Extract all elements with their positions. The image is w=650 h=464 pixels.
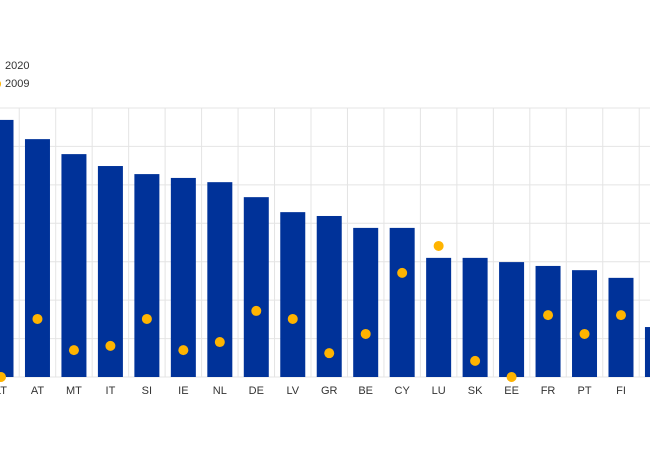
bar (61, 154, 87, 377)
dot (360, 328, 371, 339)
x-tick-label: BE (358, 385, 373, 397)
x-tick-label: PT (577, 385, 591, 397)
dot (178, 345, 189, 356)
dot (251, 305, 262, 316)
bar (572, 270, 598, 377)
dot (32, 313, 43, 324)
x-tick-label: FI (616, 385, 626, 397)
x-tick-label: LV (286, 385, 299, 397)
bar (608, 277, 634, 377)
bar (389, 227, 415, 377)
x-tick-label: AT (31, 385, 45, 397)
x-tick-label: LU (432, 385, 446, 397)
legend-label: 2020 (5, 60, 29, 72)
bar (243, 197, 269, 377)
bar (353, 227, 379, 377)
bar (644, 327, 650, 377)
x-tick-label: IE (178, 385, 188, 397)
x-tick-label: MT (66, 385, 82, 397)
bar (280, 212, 306, 377)
x-tick-label: NL (213, 385, 227, 397)
dot (470, 355, 481, 366)
x-tick-label: SK (468, 385, 483, 397)
dot (214, 337, 225, 348)
legend-marker (0, 81, 1, 87)
bar (134, 174, 160, 377)
dot (506, 372, 517, 382)
bar (24, 139, 50, 377)
dot (543, 310, 554, 321)
dot (397, 267, 408, 278)
bar (499, 262, 525, 377)
dot (287, 313, 298, 324)
bar (207, 182, 233, 377)
x-tick-label: SI (142, 385, 152, 397)
dot (141, 313, 152, 324)
x-tick-label: GR (321, 385, 338, 397)
x-tick-label: EE (504, 385, 519, 397)
dot (579, 328, 590, 339)
bar (535, 265, 561, 377)
bar (170, 177, 196, 377)
x-tick-label: LT (0, 385, 7, 397)
x-tick-label: FR (541, 385, 556, 397)
dot (68, 345, 79, 356)
dot (0, 372, 6, 382)
x-tick-label: DE (249, 385, 264, 397)
dot (105, 340, 116, 351)
dot (433, 240, 444, 251)
x-tick-label: IT (106, 385, 116, 397)
legend-label: 2009 (5, 78, 29, 90)
x-tick-label: CY (395, 385, 411, 397)
bar (0, 119, 14, 378)
bar (426, 257, 452, 377)
dot (615, 310, 626, 321)
dot (324, 348, 335, 359)
